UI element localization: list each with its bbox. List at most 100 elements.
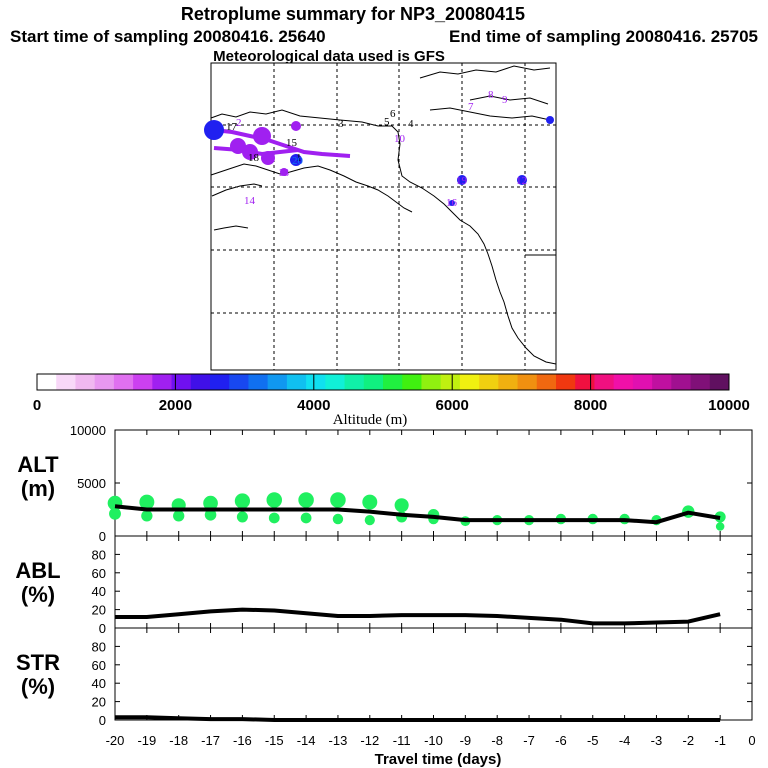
panel-alt: 10000 5000 0 ALT (m) — [17, 423, 753, 544]
day-label: 10 — [394, 133, 406, 145]
x-tick-label: 0 — [748, 733, 755, 748]
colorbar-swatch — [171, 374, 192, 390]
scatter-point — [300, 512, 312, 524]
panel-ylabel-line: (%) — [21, 674, 55, 699]
panel-ylabel-line: STR — [16, 650, 60, 675]
panel-frame — [114, 627, 753, 721]
colorbar-swatch — [671, 374, 692, 390]
plume-marker — [291, 121, 301, 131]
figure-title: Retroplume summary for NP3_20080415 — [181, 4, 525, 24]
plume-marker — [546, 116, 554, 124]
plume-markers — [204, 116, 554, 206]
series-line-str — [115, 715, 721, 722]
panel-ylabel-line: (%) — [21, 582, 55, 607]
colorbar-swatch — [325, 374, 346, 390]
day-label: 7 — [468, 101, 474, 113]
y-tick-label: 20 — [92, 695, 106, 710]
x-tick-label: -3 — [651, 733, 663, 748]
panel-ylabel-line: ABL — [15, 558, 60, 583]
colorbar-swatch — [536, 374, 557, 390]
x-tick-label: -16 — [233, 733, 252, 748]
colorbar-swatch — [248, 374, 269, 390]
plume-marker — [517, 175, 527, 185]
colorbar-swatch — [37, 374, 57, 390]
scatter-point — [109, 507, 121, 520]
x-tick-label: -7 — [523, 733, 535, 748]
scatter-point — [332, 513, 344, 525]
scatter-point — [236, 511, 248, 523]
panel-abl: 80 60 40 20 0 ABL (%) — [15, 535, 753, 636]
y-tick-label: 40 — [92, 676, 106, 691]
colorbar-swatch — [594, 374, 615, 390]
x-tick-label: -2 — [683, 733, 695, 748]
day-label: 6 — [390, 108, 396, 120]
y-tick-label: 60 — [92, 566, 106, 581]
day-label: 15 — [286, 137, 298, 149]
x-tick-label: -15 — [265, 733, 284, 748]
day-label: 4 — [408, 118, 414, 130]
end-time-label: End time of sampling 20080416. 25705 — [449, 27, 758, 46]
colorbar-tick-label: 0 — [33, 397, 41, 414]
colorbar-swatch — [190, 374, 211, 390]
day-labels: 1 2 3 4 5 6 7 8 9 10 11 12 13 14 15 16 1… — [226, 89, 527, 209]
scatter-point — [234, 493, 251, 509]
met-data-label: Meteorological data used is GFS — [213, 48, 445, 65]
y-tick-label: 80 — [92, 639, 106, 654]
colorbar-swatch — [229, 374, 249, 390]
day-label: 20 — [292, 155, 304, 167]
colorbar-swatch — [75, 374, 96, 390]
colorbar-tick-label: 4000 — [297, 397, 330, 414]
colorbar-swatch — [459, 374, 480, 390]
colorbar-swatch — [267, 374, 288, 390]
series-line-abl — [115, 607, 721, 626]
colorbar-swatch — [690, 374, 711, 390]
day-label: 19 — [456, 175, 468, 187]
x-tick-label: -6 — [555, 733, 567, 748]
colorbar-swatch — [344, 374, 365, 390]
series-line-alt — [114, 504, 721, 525]
y-tick-label: 80 — [92, 547, 106, 562]
plume-marker — [290, 154, 302, 166]
x-tick-label: -19 — [137, 733, 156, 748]
y-tick-label: 0 — [99, 621, 106, 636]
colorbar-swatch — [613, 374, 634, 390]
plume-marker — [242, 144, 258, 160]
x-tick-label: -8 — [491, 733, 503, 748]
altitude-colorbar — [36, 373, 730, 391]
panel-ylabel-line: ALT — [17, 452, 59, 477]
panel-ylabel-line: (m) — [21, 476, 55, 501]
panel-ylabel: STR (%) — [16, 650, 60, 699]
colorbar-swatch — [517, 374, 538, 390]
y-tick-label: 60 — [92, 658, 106, 673]
day-label: 18 — [248, 152, 260, 164]
day-label: 8 — [488, 89, 494, 101]
colorbar-swatch — [575, 374, 595, 390]
y-tick-label: 20 — [92, 603, 106, 618]
colorbar-swatch — [286, 374, 307, 390]
scatter-point — [715, 522, 725, 531]
colorbar-label: Altitude (m) — [333, 412, 408, 428]
scatter-point — [394, 498, 409, 513]
x-tick-label: -14 — [297, 733, 316, 748]
day-label: 1 — [296, 152, 302, 164]
start-time-label: Start time of sampling 20080416. 25640 — [10, 27, 326, 46]
scatter-point — [364, 515, 375, 526]
map-panel: 1 2 3 4 5 6 7 8 9 10 11 12 13 14 15 16 1… — [204, 62, 557, 371]
x-tick-label: -5 — [587, 733, 599, 748]
colorbar-swatch — [556, 374, 576, 390]
colorbar-swatch — [421, 374, 442, 390]
colorbar-swatch — [383, 374, 403, 390]
x-tick-label: -11 — [393, 733, 411, 748]
panel-ylabel: ABL (%) — [15, 558, 60, 607]
x-tick-label: -1 — [714, 733, 726, 748]
scatter-point — [139, 494, 155, 510]
plume-marker — [261, 151, 275, 165]
scatter-point — [362, 494, 378, 510]
day-label: 13 — [278, 167, 290, 179]
scatter-point — [298, 492, 314, 508]
y-tick-label: 40 — [92, 584, 106, 599]
panel-ylabel: ALT (m) — [17, 452, 59, 501]
x-tick-label: -18 — [169, 733, 188, 748]
